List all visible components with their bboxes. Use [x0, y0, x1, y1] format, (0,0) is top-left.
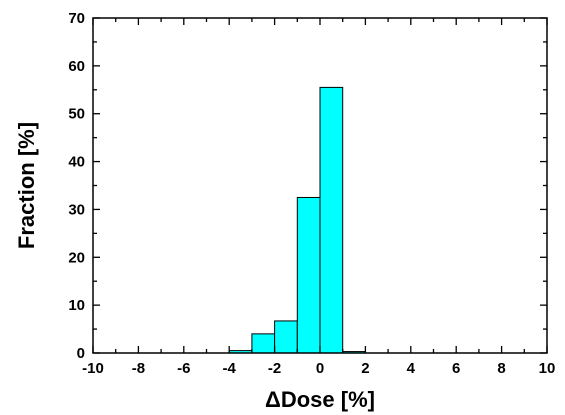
x-tick-label: -2 [268, 360, 281, 377]
x-axis-ticks: -10 -8 -6 -4 -2 0 2 4 6 8 10 [82, 18, 555, 377]
y-tick-label: 70 [68, 10, 85, 27]
y-tick-label: 50 [68, 106, 85, 123]
y-tick-label: 40 [68, 154, 85, 171]
y-tick-label: 60 [68, 58, 85, 75]
x-tick-label: -6 [177, 360, 190, 377]
x-tick-label: 0 [316, 360, 324, 377]
plot-frame [92, 17, 548, 354]
x-tick-label: 10 [539, 360, 556, 377]
y-axis-title: Fraction [%] [14, 122, 39, 249]
y-tick-label: 0 [77, 345, 85, 362]
histogram-bar [319, 86, 344, 354]
histogram-bar [274, 320, 298, 354]
x-tick-label: 6 [452, 360, 460, 377]
y-tick-label: 30 [68, 201, 85, 218]
x-tick-label: 2 [361, 360, 369, 377]
histogram-bar [296, 196, 321, 354]
x-tick-label: -4 [223, 360, 237, 377]
x-tick-label: -8 [132, 360, 145, 377]
x-tick-label: 4 [407, 360, 416, 377]
x-tick-label: 8 [497, 360, 505, 377]
y-tick-label: 10 [68, 297, 85, 314]
y-axis-ticks: 0 10 20 30 40 50 60 70 [68, 10, 547, 362]
histogram-bar [251, 333, 276, 354]
x-tick-label: -10 [82, 360, 104, 377]
y-tick-label: 20 [68, 249, 85, 266]
bars-group [228, 86, 366, 354]
x-axis-title: ΔDose [%] [265, 387, 375, 412]
